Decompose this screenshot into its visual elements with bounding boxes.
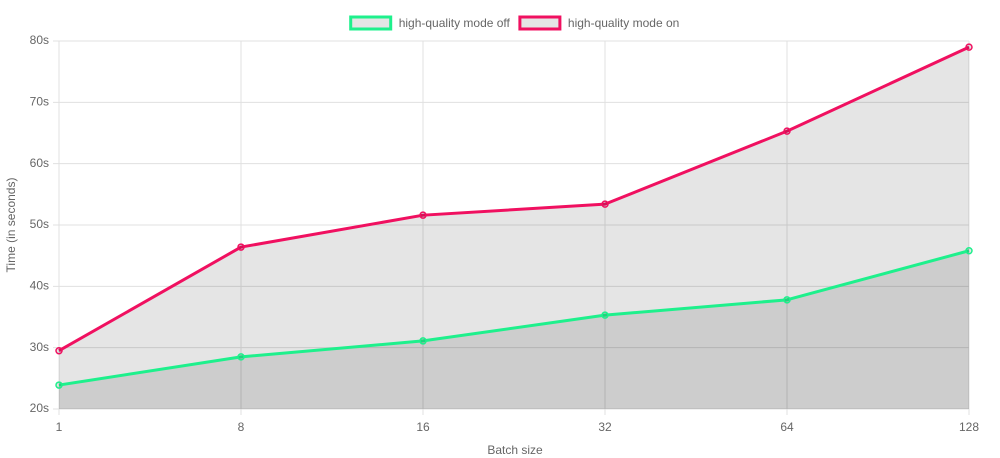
x-tick-label: 128 xyxy=(959,420,979,434)
line xyxy=(58,249,970,387)
point xyxy=(55,346,63,355)
point xyxy=(601,200,609,208)
point xyxy=(237,243,245,251)
x-tick-label: 32 xyxy=(598,420,612,434)
point xyxy=(601,311,609,319)
legend: high-quality mode off high-quality mode o… xyxy=(349,15,679,31)
y-tick-label: 80s xyxy=(30,33,49,47)
y-tick-label: 20s xyxy=(30,401,49,415)
area xyxy=(59,250,969,409)
point xyxy=(965,247,973,255)
y-tick-label: 30s xyxy=(30,340,49,354)
x-axis-title: Batch size xyxy=(487,443,543,457)
x-tick-label: 8 xyxy=(238,420,245,434)
point xyxy=(783,127,791,135)
legend-label: high-quality mode on xyxy=(568,16,679,30)
x-tick-label: 16 xyxy=(416,420,430,434)
point xyxy=(965,43,973,51)
point xyxy=(55,381,63,389)
y-tick-label: 50s xyxy=(30,217,49,231)
areas xyxy=(59,47,969,410)
legend-label: high-quality mode off xyxy=(399,16,511,30)
point xyxy=(419,337,427,345)
grid xyxy=(53,40,970,415)
line xyxy=(58,45,970,353)
y-tick-label: 70s xyxy=(30,95,49,109)
legend-swatch xyxy=(349,15,393,31)
y-axis-title: Time (in seconds) xyxy=(4,178,18,273)
point xyxy=(783,296,791,304)
x-tick-label: 64 xyxy=(780,420,794,434)
area xyxy=(59,47,969,410)
lines xyxy=(55,43,973,389)
point xyxy=(419,211,427,219)
legend-swatch xyxy=(518,15,562,31)
y-tick-label: 40s xyxy=(30,279,49,293)
x-tick-label: 1 xyxy=(56,420,63,434)
y-tick-label: 60s xyxy=(30,156,49,170)
point xyxy=(237,353,245,361)
